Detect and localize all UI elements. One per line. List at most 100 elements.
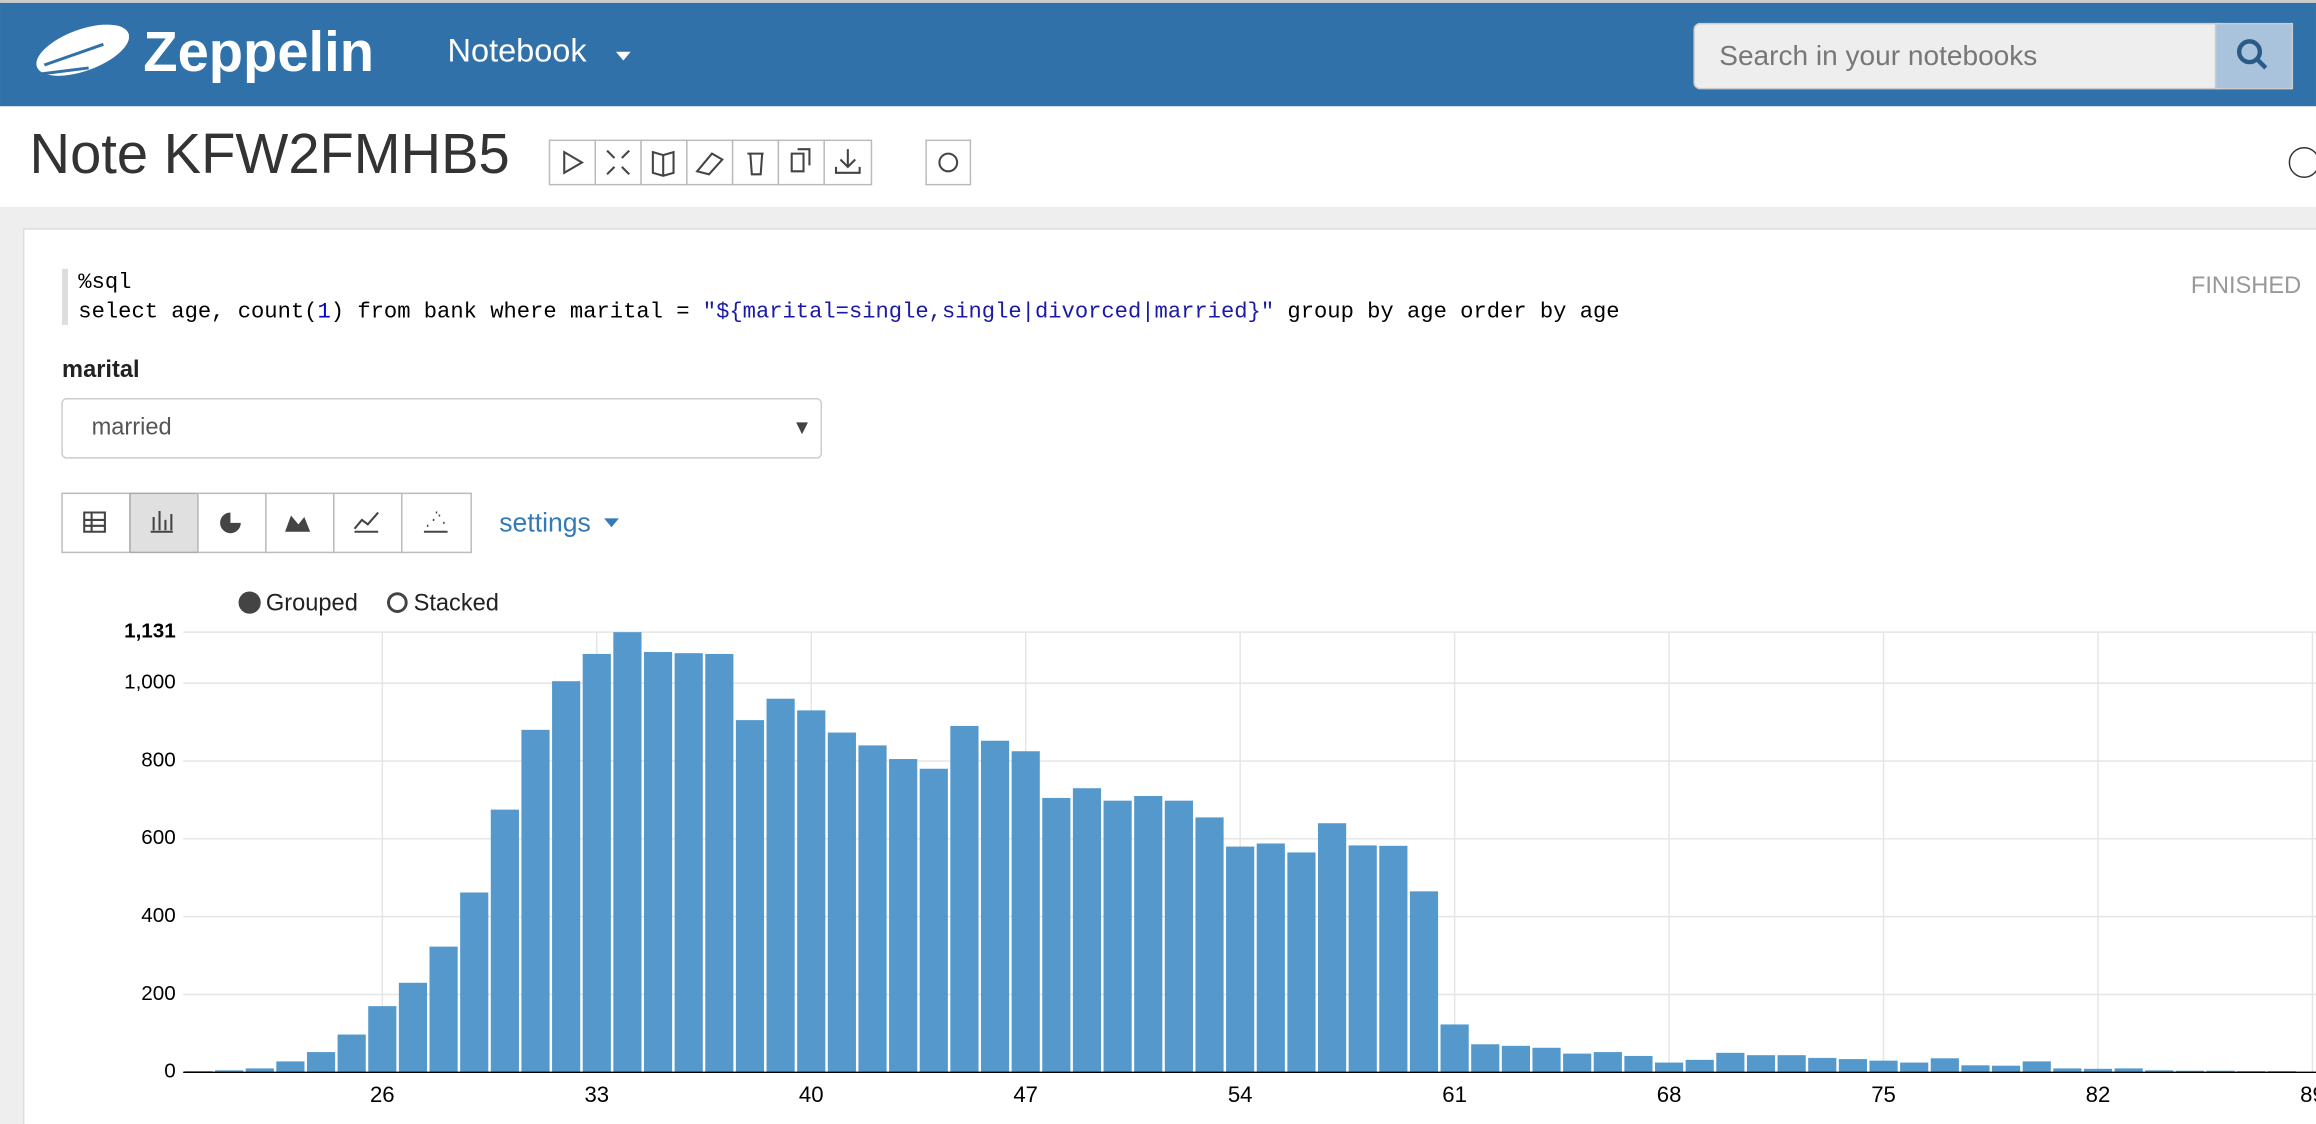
bar — [766, 698, 795, 1073]
form-select[interactable] — [61, 398, 822, 459]
note-toolbar — [548, 139, 972, 186]
bar — [2022, 1061, 2051, 1073]
bar — [1685, 1059, 1714, 1073]
viz-modes — [61, 492, 472, 554]
caret — [615, 51, 631, 61]
bar — [1042, 797, 1071, 1073]
bar — [1532, 1047, 1561, 1073]
code-gutter — [62, 268, 68, 325]
settings-toggle[interactable]: settings — [499, 507, 591, 537]
bar — [950, 725, 979, 1073]
code-token: select age, count( — [78, 299, 317, 324]
bar — [2206, 1070, 2235, 1073]
run-all[interactable] — [548, 139, 596, 186]
code-line: select age, count(1) from bank where mar… — [78, 299, 1619, 324]
bar — [1593, 1052, 1622, 1073]
x-tick-label: 26 — [370, 1082, 395, 1107]
bar — [1746, 1055, 1776, 1073]
bar — [1992, 1065, 2021, 1073]
code-token: ) from bank where marital = — [331, 299, 703, 324]
bar — [2175, 1070, 2205, 1073]
remove-note[interactable] — [731, 139, 780, 186]
legend-option[interactable]: Stacked — [414, 590, 499, 616]
bar — [1838, 1059, 1868, 1073]
bar — [2083, 1068, 2113, 1073]
bar — [1501, 1045, 1530, 1073]
icon — [834, 149, 861, 174]
scatter-mode[interactable] — [401, 492, 472, 554]
icon — [150, 511, 173, 533]
table-mode[interactable] — [61, 492, 131, 554]
help-icon[interactable] — [2288, 146, 2316, 178]
x-tick-label: 33 — [584, 1082, 609, 1107]
bar — [1961, 1065, 1990, 1073]
note-title: Note KFW2FMHB5 — [30, 122, 510, 185]
bar — [1103, 800, 1132, 1073]
bar — [674, 653, 703, 1073]
clear-output[interactable] — [686, 139, 734, 186]
legend-radio[interactable] — [238, 591, 261, 614]
bar-mode[interactable] — [129, 492, 199, 554]
export-note[interactable] — [823, 139, 873, 186]
y-tick-label: 400 — [141, 904, 175, 927]
bar — [1930, 1058, 1959, 1073]
clone-note[interactable] — [777, 139, 825, 186]
bar — [1256, 843, 1285, 1073]
icon — [938, 152, 959, 173]
bar — [1563, 1053, 1592, 1073]
bar — [1317, 823, 1347, 1073]
bar — [490, 809, 519, 1073]
schedule[interactable] — [925, 139, 972, 186]
bar — [460, 892, 489, 1073]
status: FINISHED — [2191, 273, 2301, 299]
x-tick-label: 40 — [799, 1082, 824, 1107]
hide-code[interactable] — [594, 139, 642, 186]
brand[interactable]: Zeppelin — [143, 20, 374, 83]
notebook-menu[interactable]: Notebook — [448, 33, 588, 69]
bar — [919, 768, 948, 1073]
bar — [2053, 1068, 2082, 1073]
y-tick-label: 1,000 — [124, 671, 176, 694]
icon — [606, 149, 630, 176]
bar — [643, 652, 673, 1073]
bar — [1134, 795, 1163, 1073]
bar — [1072, 788, 1102, 1073]
icon — [83, 511, 106, 533]
bar — [552, 681, 581, 1073]
bar — [613, 632, 642, 1073]
icon — [423, 511, 448, 533]
x-tick-label: 68 — [1657, 1082, 1682, 1107]
x-tick-label: 89 — [2300, 1082, 2316, 1107]
form-value: married — [92, 415, 172, 441]
form-label: marital — [62, 357, 139, 383]
bar — [245, 1068, 274, 1073]
bar — [1226, 846, 1255, 1073]
bar — [705, 653, 734, 1073]
y-tick-label: 800 — [141, 748, 175, 771]
bar — [1379, 845, 1408, 1073]
y-tick-label: 1,131 — [124, 620, 176, 643]
select-arrow — [796, 422, 808, 435]
bar — [1287, 852, 1316, 1073]
search-button[interactable] — [2214, 22, 2294, 90]
bar — [2114, 1068, 2143, 1073]
bar — [797, 710, 826, 1073]
bar — [398, 982, 428, 1073]
bar — [429, 946, 458, 1073]
icon — [790, 148, 811, 173]
bar — [827, 732, 856, 1073]
y-tick-label: 200 — [141, 982, 175, 1005]
bar — [1624, 1055, 1653, 1073]
icon — [353, 511, 379, 533]
bar — [1471, 1044, 1500, 1073]
legend-option[interactable]: Grouped — [266, 590, 358, 616]
y-tick-label: 600 — [141, 826, 175, 849]
bar — [1654, 1062, 1684, 1073]
bar — [337, 1034, 366, 1073]
code-line: %sql — [78, 270, 131, 295]
chart: 0 200 400 600 800 1,000 1,131 26 33 40 47 54 61 68 75 8… — [124, 620, 2316, 1107]
icon — [747, 152, 764, 176]
bar — [1011, 751, 1040, 1073]
legend-radio[interactable] — [387, 592, 408, 613]
x-tick-label: 61 — [1442, 1082, 1467, 1107]
